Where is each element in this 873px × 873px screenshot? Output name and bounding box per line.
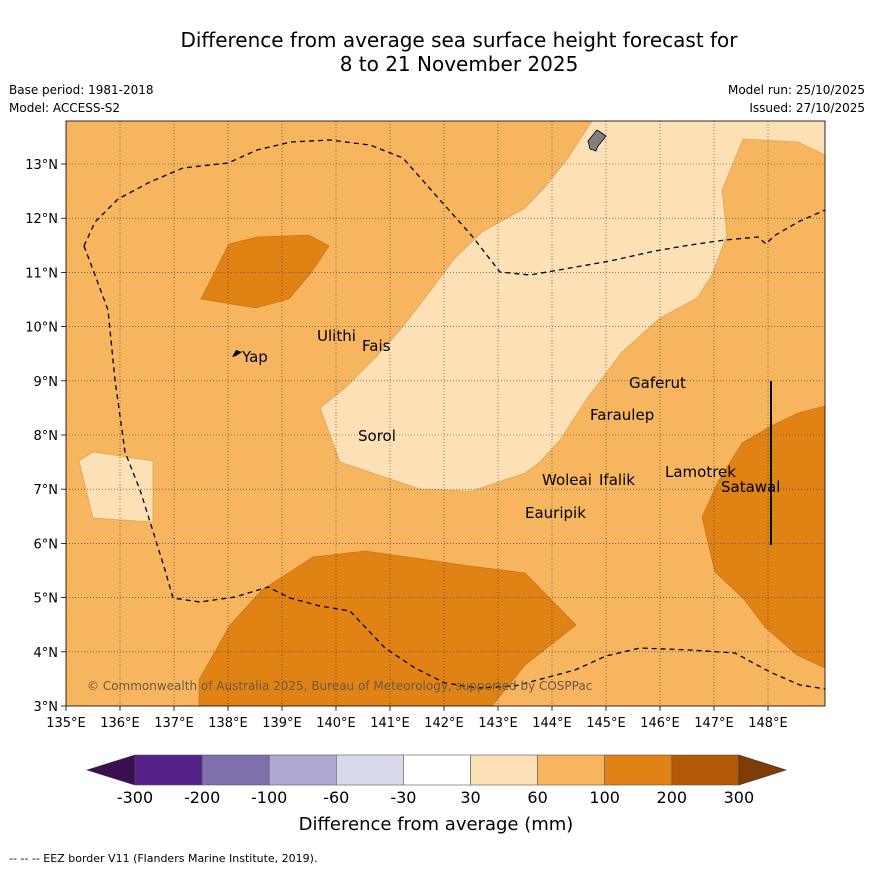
anomaly-100-200-east-patch — [701, 405, 825, 669]
lat-tick-label: 3°N — [34, 700, 59, 715]
lon-tick-label: 136°E — [100, 716, 140, 731]
colorbar-bin — [604, 754, 673, 786]
lon-tick-label: 146°E — [640, 716, 680, 731]
colorbar-ticks: -300 -200 -100 -60 -30 30 60 100 200 300 — [117, 788, 754, 807]
place-ifalik: Ifalik — [599, 471, 635, 489]
place-ulithi: Ulithi — [317, 327, 356, 345]
map-area[interactable]: Ulithi Fais Yap Gaferut Faraulep Sorol L… — [66, 121, 825, 706]
lat-tick-label: 5°N — [34, 592, 59, 607]
lon-tick-label: 141°E — [370, 716, 410, 731]
colorbar-bin — [470, 754, 538, 786]
model-run: Model run: 25/10/2025 — [727, 83, 865, 97]
colorbar-bin — [201, 754, 270, 786]
colorbar — [85, 754, 787, 786]
issued-date: Issued: 27/10/2025 — [749, 101, 865, 115]
lon-tick-label: 145°E — [586, 716, 626, 731]
lat-tick-label: 10°N — [25, 321, 58, 336]
colorbar-tick-label: -100 — [251, 788, 287, 807]
colorbar-label: Difference from average (mm) — [299, 814, 574, 835]
lon-tick-label: 144°E — [532, 716, 572, 731]
lat-tick-label: 12°N — [25, 212, 58, 227]
colorbar-bin — [403, 754, 471, 786]
latitude-ticks: 3°N 4°N 5°N 6°N 7°N 8°N 9°N 10°N 11°N 12°N 13°N — [25, 158, 66, 715]
lat-tick-label: 9°N — [34, 375, 59, 390]
lon-tick-label: 142°E — [424, 716, 464, 731]
lat-tick-label: 13°N — [25, 158, 58, 173]
colorbar-tick-label: 60 — [527, 788, 547, 807]
base-period: Base period: 1981-2018 — [9, 83, 154, 97]
place-satawal: Satawal — [721, 478, 780, 496]
yap-island — [232, 350, 242, 357]
lat-tick-label: 6°N — [34, 537, 59, 552]
place-yap: Yap — [241, 348, 268, 366]
title-line-1: Difference from average sea surface heig… — [180, 28, 738, 52]
colorbar-tick-label: 30 — [460, 788, 480, 807]
lon-tick-label: 140°E — [316, 716, 356, 731]
chart-title: Difference from average sea surface heig… — [0, 28, 873, 76]
colorbar-bin — [335, 754, 404, 786]
colorbar-bin — [537, 754, 605, 786]
place-gaferut: Gaferut — [629, 374, 686, 392]
model-name: Model: ACCESS-S2 — [9, 101, 121, 115]
copyright-notice: © Commonwealth of Australia 2025, Bureau… — [87, 679, 592, 693]
title-line-2: 8 to 21 November 2025 — [339, 52, 579, 76]
lat-tick-label: 8°N — [34, 429, 59, 444]
colorbar-tick-label: -200 — [184, 788, 220, 807]
colorbar-tick-label: -30 — [390, 788, 416, 807]
anomaly-30-60-band — [319, 121, 825, 492]
lon-tick-label: 138°E — [208, 716, 248, 731]
map-frame — [65, 120, 826, 707]
colorbar-bin — [268, 754, 337, 786]
lon-tick-label: 148°E — [748, 716, 788, 731]
metadata-right: Model run: 25/10/2025 Issued: 27/10/2025 — [728, 81, 865, 117]
anomaly-100-200-north-patch — [200, 234, 330, 309]
colorbar-tick-label: -60 — [323, 788, 349, 807]
lat-tick-label: 11°N — [25, 266, 58, 281]
place-eauripik: Eauripik — [525, 504, 586, 522]
anomaly-100-200-south-patch — [198, 550, 577, 706]
graticule — [66, 121, 825, 706]
legend-footnote: -- -- -- EEZ border V11 (Flanders Marine… — [9, 852, 318, 865]
colorbar-bin — [671, 754, 740, 786]
colorbar-extend-high — [738, 754, 787, 786]
lat-tick-label: 7°N — [34, 483, 59, 498]
eez-border-south — [83, 245, 825, 690]
eez-border-north — [83, 139, 825, 276]
place-fais: Fais — [362, 337, 391, 355]
colorbar-bin — [134, 754, 203, 786]
colorbar-tick-label: 200 — [657, 788, 688, 807]
lon-tick-label: 139°E — [262, 716, 302, 731]
lon-tick-label: 147°E — [694, 716, 734, 731]
guam-island — [587, 129, 607, 152]
lon-tick-label: 143°E — [478, 716, 518, 731]
place-faraulep: Faraulep — [590, 406, 654, 424]
longitude-ticks: 135°E 136°E 137°E 138°E 139°E 140°E 141°E 142°E… — [46, 706, 788, 731]
lon-tick-label: 137°E — [154, 716, 194, 731]
place-labels: Ulithi Fais Yap Gaferut Faraulep Sorol L… — [241, 327, 780, 522]
colorbar-tick-label: 100 — [589, 788, 620, 807]
lon-tick-label: 135°E — [46, 716, 86, 731]
metadata-left: Base period: 1981-2018 Model: ACCESS-S2 — [9, 81, 154, 117]
colorbar-extend-low — [85, 754, 136, 786]
lat-tick-label: 4°N — [34, 646, 59, 661]
colorbar-tick-label: 300 — [724, 788, 755, 807]
colorbar-tick-label: -300 — [117, 788, 153, 807]
anomaly-30-60-west-patch — [78, 451, 154, 523]
place-woleai: Woleai — [542, 471, 592, 489]
place-sorol: Sorol — [358, 427, 396, 445]
place-lamotrek: Lamotrek — [665, 463, 736, 481]
